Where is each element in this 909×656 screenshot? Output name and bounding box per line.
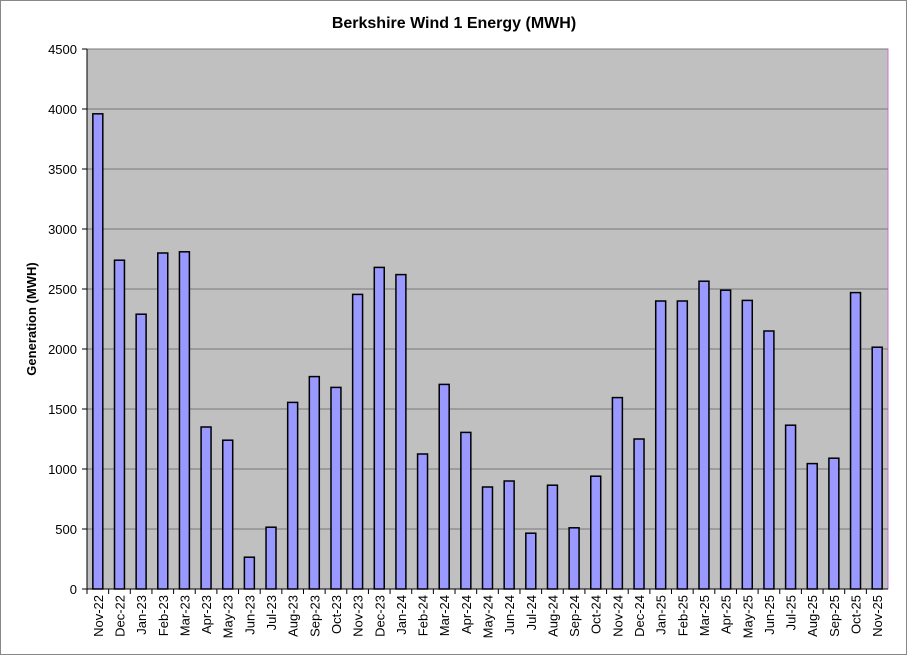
bar [633,438,645,590]
x-tick-label: Aug-24 [545,595,560,637]
bar [438,383,450,590]
bar [698,280,710,590]
x-tick-label: Nov-25 [870,595,885,637]
bar [330,386,342,590]
y-axis-label: Generation (MWH) [24,262,39,375]
x-tick-label: Nov-22 [91,595,106,637]
x-tick-label: Oct-25 [849,595,864,634]
x-tick-label: Feb-24 [416,595,431,636]
bar [828,457,840,590]
x-tick-label: Apr-24 [459,595,474,634]
x-tick-label: Mar-24 [437,595,452,636]
x-tick-label: Jul-24 [524,595,539,630]
bar [286,401,299,590]
bar [351,293,364,590]
x-tick-label: Jan-24 [394,595,409,635]
bar [92,113,104,590]
x-tick-label: Jun-25 [762,595,777,635]
bar [416,453,429,590]
bar [763,330,775,590]
y-tick-label: 4500 [48,42,77,57]
x-tick-label: Jun-24 [502,595,517,635]
bar [806,462,818,590]
y-tick-label: 2500 [48,282,77,297]
bar [676,300,689,590]
bar [654,300,667,590]
bar [308,375,321,590]
bar [719,289,732,590]
x-tick-label: Nov-24 [610,595,625,637]
x-tick-label: Jun-23 [242,595,257,635]
x-tick-label: Dec-24 [632,595,647,637]
bar [503,480,515,590]
bar [265,526,277,590]
bar [849,291,862,590]
x-tick-label: May-25 [740,595,755,638]
x-tick-label: Jul-25 [784,595,799,630]
y-tick-label: 1000 [48,462,77,477]
x-tick-label: Dec-23 [372,595,387,637]
x-tick-label: Aug-23 [286,595,301,637]
x-tick-label: Sep-25 [827,595,842,637]
bar [590,475,602,590]
x-tick-label: Aug-25 [805,595,820,637]
x-tick-label: May-24 [481,595,496,638]
bar [135,313,147,590]
x-tick-label: Oct-23 [329,595,344,634]
bar [373,266,385,590]
y-tick-label: 3500 [48,162,77,177]
x-tick-label: Jan-25 [654,595,669,635]
x-tick-label: Nov-23 [351,595,366,637]
x-tick-label: Feb-23 [156,595,171,636]
bar [741,299,754,590]
x-tick-label: Apr-25 [719,595,734,634]
chart-title: Berkshire Wind 1 Energy (MWH) [332,15,576,32]
bar [568,527,580,590]
bar [157,252,169,590]
bar [243,556,256,590]
bar [784,424,797,590]
bar [178,251,191,590]
bar [546,484,559,590]
x-tick-label: Jan-23 [134,595,149,635]
bar [113,259,126,590]
y-tick-label: 2000 [48,342,77,357]
bar [221,439,234,590]
x-tick-label: Jul-23 [264,595,279,630]
bar [200,426,212,590]
y-tick-label: 4000 [48,102,77,117]
y-tick-label: 3000 [48,222,77,237]
y-tick-label: 500 [55,522,77,537]
x-tick-label: Mar-23 [177,595,192,636]
bar [611,396,624,590]
x-tick-label: Oct-24 [589,595,604,634]
bar [395,273,407,590]
x-tick-label: May-23 [221,595,236,638]
x-tick-label: Mar-25 [697,595,712,636]
bar [871,346,883,590]
x-tick-label: Dec-22 [112,595,127,637]
x-tick-label: Sep-24 [567,595,582,637]
bar [460,431,472,590]
x-tick-label: Sep-23 [307,595,322,637]
y-tick-label: 0 [70,582,77,597]
x-tick-label: Apr-23 [199,595,214,634]
bar [481,486,494,590]
x-tick-label: Feb-25 [675,595,690,636]
bar [525,532,537,590]
y-tick-label: 1500 [48,402,77,417]
